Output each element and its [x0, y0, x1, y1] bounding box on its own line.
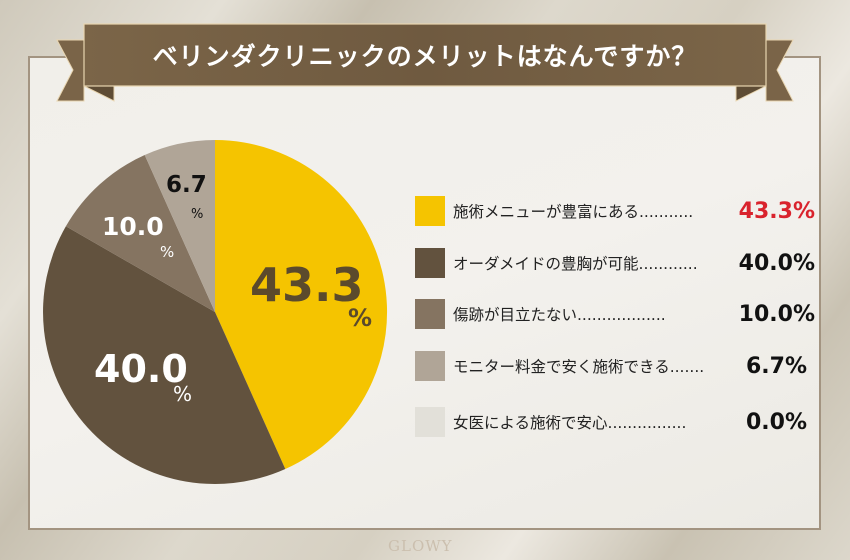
banner-ribbon-shape	[56, 23, 794, 102]
brand-logo: GLOWY	[388, 537, 453, 555]
pie-label-number: 43.3	[250, 258, 364, 312]
legend-swatch	[415, 299, 445, 329]
pie-label-40-0-unit: %	[173, 384, 192, 404]
pie-slice-menu-variety[interactable]	[215, 139, 388, 469]
legend-swatch	[415, 196, 445, 226]
legend-item-inconspicuous-scars[interactable]: 傷跡が目立たない.................. 10.0%	[415, 299, 815, 329]
legend-swatch	[415, 407, 445, 437]
pie-label-number: 40.0	[94, 347, 188, 391]
pie-label-40-0: 40.0	[94, 350, 188, 388]
legend-label: 施術メニューが豊富にある...........	[453, 203, 694, 221]
pie-label-10-0-unit: %	[160, 245, 174, 260]
legend-value: 6.7%	[745, 353, 807, 379]
pie-label-43-3-unit: %	[348, 306, 372, 330]
legend-swatch	[415, 248, 445, 278]
pie-slice-monitor-price[interactable]	[144, 140, 215, 312]
chart-title: ベリンダクリニックのメリットはなんですか？	[152, 42, 698, 71]
legend-label: 傷跡が目立たない..................	[453, 306, 666, 324]
title-banner: ベリンダクリニックのメリットはなんですか？	[0, 0, 850, 110]
legend-value: 43.3%	[738, 198, 815, 224]
pie-label-unit: %	[160, 243, 175, 261]
legend-item-monitor-price[interactable]: モニター料金で安く施術できる....... 6.7%	[415, 351, 815, 381]
legend-item-menu-variety[interactable]: 施術メニューが豊富にある........... 43.3%	[415, 196, 815, 226]
pie-slice-custom-augmentation[interactable]	[43, 226, 286, 485]
legend-value: 40.0%	[738, 250, 815, 276]
legend-label: 女医による施術で安心................	[453, 414, 687, 432]
pie-label-43-3: 43.3	[250, 262, 364, 308]
pie-label-number: 6.7	[166, 172, 207, 198]
pie-label-6-7-unit: %	[191, 208, 203, 221]
pie-label-10-0: 10.0	[102, 214, 164, 239]
legend-label: モニター料金で安く施術できる.......	[453, 358, 705, 376]
pie-label-number: 10.0	[102, 212, 164, 241]
legend-label: オーダメイドの豊胸が可能............	[453, 255, 698, 273]
pie-label-6-7: 6.7	[166, 174, 207, 197]
pie-slice-inconspicuous-scars[interactable]	[65, 155, 216, 312]
legend-item-custom-augmentation[interactable]: オーダメイドの豊胸が可能............ 40.0%	[415, 248, 815, 278]
pie-label-unit: %	[191, 207, 204, 222]
legend-swatch	[415, 351, 445, 381]
pie-label-unit: %	[348, 304, 373, 332]
pie-label-unit: %	[173, 382, 193, 406]
legend-value: 0.0%	[745, 409, 807, 435]
legend-value: 10.0%	[738, 301, 815, 327]
legend-item-female-doctor[interactable]: 女医による施術で安心................ 0.0%	[415, 407, 815, 437]
